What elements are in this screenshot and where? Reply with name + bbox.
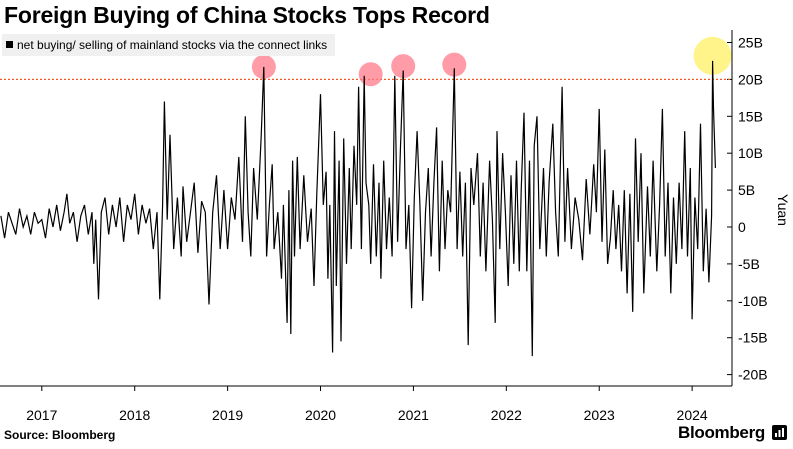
peak-highlight-circle	[358, 62, 383, 87]
x-tick-label: 2022	[491, 407, 522, 423]
peak-highlight-circle	[442, 52, 467, 77]
x-tick-label: 2019	[212, 407, 243, 423]
y-tick-label: 25B	[738, 35, 763, 51]
peak-highlight-circle	[251, 54, 276, 79]
bloomberg-logo: Bloomberg	[677, 423, 765, 442]
peak-highlight-circle	[391, 54, 416, 79]
bloomberg-terminal-icon	[772, 425, 787, 440]
y-tick-label: -20B	[738, 367, 768, 383]
x-tick-label: 2024	[677, 407, 708, 423]
y-tick-label: 10B	[738, 145, 763, 161]
y-tick-label: 20B	[738, 71, 763, 87]
chart-title: Foreign Buying of China Stocks Tops Reco…	[4, 2, 490, 28]
y-tick-label: -10B	[738, 293, 768, 309]
legend-label: net buying/ selling of mainland stocks v…	[17, 38, 328, 52]
y-tick-label: -5B	[738, 256, 760, 272]
x-tick-label: 2017	[26, 407, 57, 423]
y-tick-label: 0	[738, 219, 746, 235]
x-tick-label: 2018	[119, 407, 150, 423]
y-tick-label: -15B	[738, 330, 768, 346]
x-tick-label: 2023	[584, 407, 615, 423]
series-line	[0, 60, 716, 357]
source-note: Source: Bloomberg	[4, 428, 116, 442]
y-tick-label: 5B	[738, 182, 755, 198]
legend: net buying/ selling of mainland stocks v…	[2, 34, 336, 56]
legend-swatch	[6, 41, 13, 48]
y-axis-label: Yuan	[775, 194, 791, 226]
record-highlight-circle	[693, 36, 732, 75]
x-tick-label: 2020	[305, 407, 336, 423]
y-tick-label: 15B	[738, 108, 763, 124]
x-tick-label: 2021	[398, 407, 429, 423]
